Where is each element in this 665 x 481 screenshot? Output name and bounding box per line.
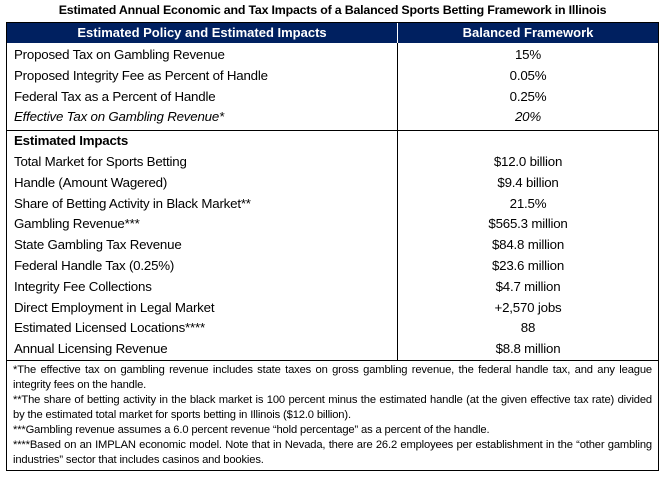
footnote: *The effective tax on gambling revenue i… [13,363,652,391]
row-value: 0.05% [509,67,547,83]
row-label: Gambling Revenue*** [7,214,398,236]
row-value: 15% [514,47,541,62]
footnote: ****Based on an IMPLAN economic model. N… [13,438,652,466]
table-row: Estimated Licensed Locations**** 88 [7,318,658,340]
row-label: Estimated Licensed Locations**** [7,318,398,340]
impacts-heading-row: Estimated Impacts [7,131,658,152]
row-value: 88 [520,320,536,336]
row-value: 20% [514,109,541,125]
table-row: Annual Licensing Revenue $8.8 million [7,339,658,360]
row-value: $8.8 million [495,341,561,357]
row-label: State Gambling Tax Revenue [7,235,398,256]
table-row: Proposed Integrity Fee as Percent of Han… [7,65,658,87]
row-value: $4.7 million [495,278,561,294]
table-row: Federal Tax as a Percent of Handle 0.25% [7,86,658,108]
table-row: Gambling Revenue*** $565.3 million [7,214,658,236]
row-label: Federal Tax as a Percent of Handle [7,86,398,108]
table-row: Effective Tax on Gambling Revenue* 20% [7,107,658,129]
row-label: Proposed Tax on Gambling Revenue [7,45,398,66]
impacts-heading: Estimated Impacts [7,131,398,152]
footnote: ***Gambling revenue assumes a 6.0 percen… [13,423,490,436]
table-row: Share of Betting Activity in Black Marke… [7,193,658,215]
table-row: Direct Employment in Legal Market +2,570 … [7,297,658,319]
footnotes: *The effective tax on gambling revenue i… [7,359,658,470]
row-value: 0.25% [509,88,547,104]
row-label: Direct Employment in Legal Market [7,297,398,319]
table-row: Handle (Amount Wagered) $9.4 billion [7,172,658,194]
row-value: +2,570 jobs [494,299,562,315]
table-row: State Gambling Tax Revenue $84.8 million [7,235,658,256]
row-value: $9.4 billion [497,174,559,190]
row-label: Federal Handle Tax (0.25%) [7,255,398,277]
table-header: Estimated Policy and Estimated Impacts B… [7,23,658,43]
row-label: Proposed Integrity Fee as Percent of Han… [7,65,398,87]
row-label: Handle (Amount Wagered) [7,172,398,194]
row-label: Share of Betting Activity in Black Marke… [7,193,398,215]
row-label: Total Market for Sports Betting [7,151,398,173]
row-value: $84.8 million [491,237,565,253]
row-value: $565.3 million [488,216,568,232]
table-row: Federal Handle Tax (0.25%) $23.6 million [7,255,658,277]
row-label: Effective Tax on Gambling Revenue* [7,107,398,129]
header-policy: Estimated Policy and Estimated Impacts [7,23,398,43]
row-value: $12.0 billion [493,153,563,169]
row-label: Annual Licensing Revenue [7,339,398,360]
footnote: **The share of betting activity in the b… [13,393,652,421]
table-title: Estimated Annual Economic and Tax Impact… [58,3,607,17]
impacts-section: Estimated Impacts Total Market for Sport… [7,130,658,360]
row-label: Integrity Fee Collections [7,276,398,298]
row-value: 21.5% [509,195,547,211]
table-row: Total Market for Sports Betting $12.0 bil… [7,151,658,173]
impacts-table: Estimated Policy and Estimated Impacts B… [6,22,659,471]
table-row: Proposed Tax on Gambling Revenue 15% [7,45,658,66]
table-row: Integrity Fee Collections $4.7 million [7,276,658,298]
header-framework: Balanced Framework [462,25,594,40]
row-value: $23.6 million [491,257,565,273]
